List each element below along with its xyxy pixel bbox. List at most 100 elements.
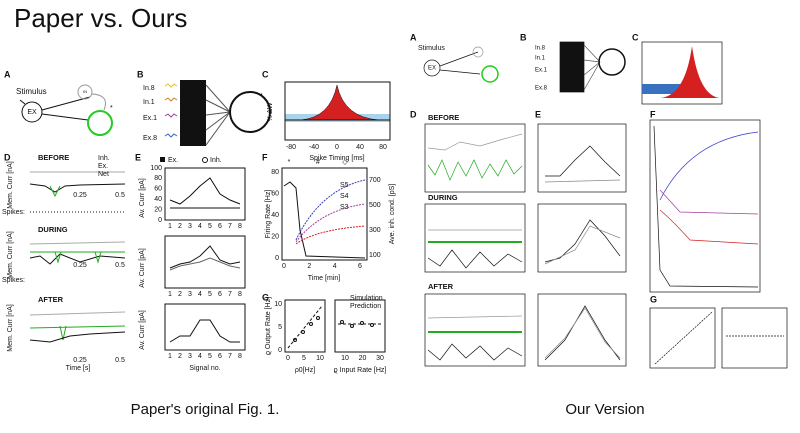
paper-panel-g-shape — [340, 320, 344, 324]
ours-figure-shape — [472, 46, 484, 58]
y-tick-label: 0 — [275, 255, 279, 262]
paper-panel-b-shape — [229, 91, 271, 133]
paper-panel-g — [284, 299, 386, 353]
ours-figure-shape — [439, 51, 479, 67]
x-tick-label: 2 — [178, 291, 182, 298]
paper-panel-e — [164, 167, 246, 351]
paper-panel-g-shape — [370, 323, 374, 327]
y-tick-label: 20 — [154, 206, 162, 213]
paper-panel-a-shape — [41, 113, 89, 121]
legend-swatch — [202, 157, 208, 163]
paper-panel-b-shape — [164, 97, 178, 102]
x-tick-label: 4 — [198, 223, 202, 230]
x-tick-label: 1 — [168, 353, 172, 360]
section: BEFORE — [38, 153, 69, 162]
x-tick-label: 6 — [218, 353, 222, 360]
x-tick-label: 20 — [359, 355, 367, 362]
y-tick-label: 0 — [158, 217, 162, 224]
paper-panel-d — [29, 171, 126, 343]
y-tick-label: 80 — [154, 175, 162, 182]
paper-panel-e-shape — [164, 303, 246, 351]
paper-panel-g-shape — [350, 324, 354, 328]
x-tick-label: 5 — [302, 355, 306, 362]
section: BEFORE — [428, 113, 459, 122]
ours-figure-shape — [427, 343, 523, 361]
ours-figure-shape — [653, 125, 759, 288]
marker: * — [288, 159, 291, 166]
x-tick-label: 0.25 — [73, 357, 87, 364]
x-tick-label: 5 — [208, 353, 212, 360]
y-tick-label: 20 — [271, 233, 279, 240]
legend: Net — [98, 171, 109, 178]
label: In.8 — [143, 85, 155, 92]
x-tick-label: 10 — [341, 355, 349, 362]
paper-panel-d-shape — [29, 183, 126, 193]
x-tick-label: 3 — [188, 291, 192, 298]
label: Spikes: — [2, 209, 25, 216]
legend-swatch — [160, 157, 165, 162]
series-label: S4 — [340, 193, 349, 200]
x-tick-label: 80 — [379, 144, 387, 151]
ours-figure-shape — [424, 293, 526, 367]
panel-letter: D — [410, 109, 417, 119]
x-tick-label: -40 — [309, 144, 319, 151]
y-tick-label: 80 — [271, 169, 279, 176]
paper-panel-c — [284, 81, 391, 141]
panel-letter: F — [650, 109, 656, 119]
paper-panel-e-shape — [164, 235, 246, 289]
x-tick-label: 1 — [168, 223, 172, 230]
paper-panel-g-shape — [284, 299, 326, 353]
ours-figure-shape — [654, 311, 713, 365]
paper-panel-f-shape — [295, 203, 366, 243]
legend: Ex. — [98, 163, 108, 170]
axis-label: Mem. Curr [nA] — [7, 161, 14, 209]
x-tick-label: 2 — [178, 223, 182, 230]
axis-label: Mem. Curr [nA] — [7, 231, 14, 279]
x-tick-label: 2 — [307, 263, 311, 270]
x-tick-label: 4 — [333, 263, 337, 270]
axis-label: Time [s] — [66, 365, 91, 372]
paper-panel-f-shape — [283, 181, 366, 259]
x-tick-label: 5 — [208, 291, 212, 298]
panel-letter: F — [262, 152, 268, 162]
axis-label: ρ0[Hz] — [295, 367, 315, 374]
paper-panel-d-shape — [49, 185, 61, 198]
panel-letter: C — [262, 69, 269, 79]
ours-figure-shape — [481, 65, 499, 83]
y-tick-label: 10 — [274, 301, 282, 308]
y-tick-label: 40 — [271, 212, 279, 219]
axis-label: ϱ Output Rate [Hz] — [265, 297, 272, 355]
paper-panel-a — [19, 84, 113, 136]
axis-label: % ΔW — [267, 102, 274, 121]
axis-label: Time [min] — [308, 275, 340, 282]
label: IN — [83, 89, 87, 94]
paper-panel-g-shape — [293, 338, 297, 342]
section: AFTER — [428, 282, 454, 291]
y-tick-label: 300 — [369, 227, 381, 234]
x-tick-label: 3 — [188, 223, 192, 230]
axis-label: ϱ Input Rate [Hz] — [334, 367, 387, 374]
slide-title: Paper vs. Ours — [14, 3, 187, 33]
ours-figure-shape — [583, 44, 601, 91]
paper-panel-b — [164, 80, 271, 146]
ours-figure-shape — [423, 59, 441, 77]
paper-panel-e-shape — [169, 257, 241, 271]
x-tick-label: 0.25 — [73, 262, 87, 269]
paper-panel-e-shape — [169, 245, 241, 269]
y-tick-label: 60 — [154, 186, 162, 193]
panel-letter: A — [410, 32, 417, 42]
ours-figure-shape — [660, 46, 720, 98]
paper-panel-f-shape — [281, 167, 368, 261]
x-tick-label: 7 — [228, 223, 232, 230]
paper-panel-a-shape — [91, 93, 106, 111]
caption: Paper's original Fig. 1. — [131, 401, 280, 418]
label: EX — [428, 66, 436, 72]
ours-figure-shape — [649, 307, 716, 369]
ours-figure-shape — [544, 305, 621, 361]
axis-label: Av. Curr [pA] — [139, 178, 146, 217]
axis-label: Spike Timing [ms] — [309, 155, 364, 162]
paper-panel-b-shape — [164, 113, 178, 118]
x-tick-label: 0 — [286, 355, 290, 362]
label: Spikes: — [2, 277, 25, 284]
